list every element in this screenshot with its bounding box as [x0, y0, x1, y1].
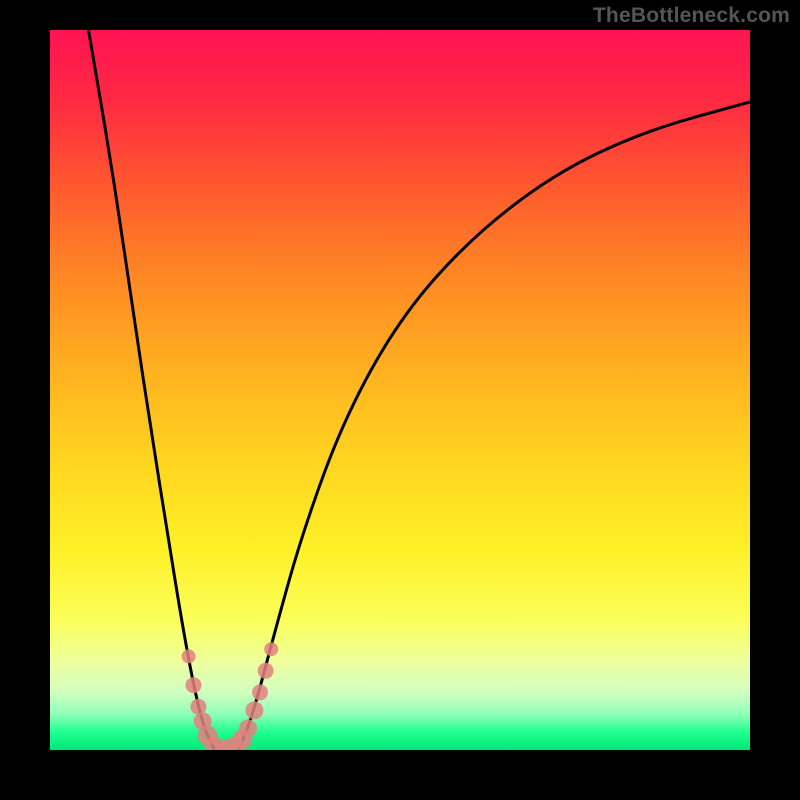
data-marker [245, 701, 263, 719]
data-marker [186, 677, 202, 693]
bottleneck-chart [0, 0, 800, 800]
attribution-label: TheBottleneck.com [593, 4, 790, 28]
chart-canvas: TheBottleneck.com [0, 0, 800, 800]
data-marker [258, 663, 274, 679]
data-marker [182, 649, 196, 663]
chart-background [50, 30, 750, 750]
data-marker [264, 642, 278, 656]
data-marker [252, 684, 268, 700]
data-marker [239, 719, 257, 737]
